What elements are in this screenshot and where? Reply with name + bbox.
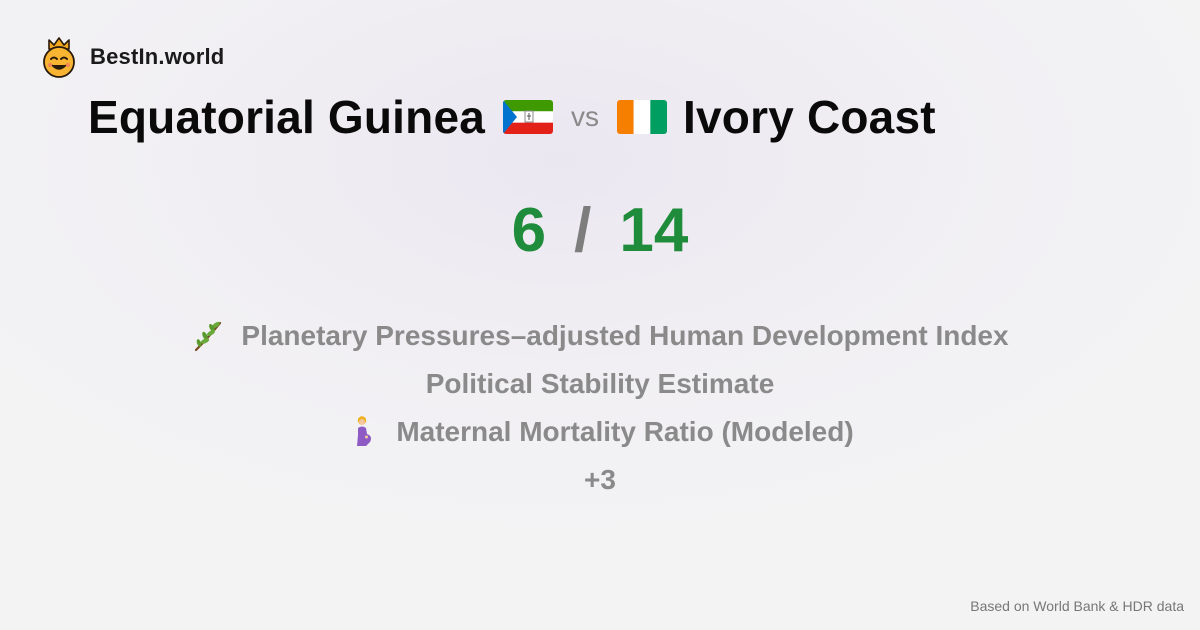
equatorial-guinea-flag-icon: [503, 100, 554, 134]
score: 6 / 14: [0, 195, 1200, 266]
data-source-note: Based on World Bank & HDR data: [970, 598, 1184, 614]
right-country-name: Ivory Coast: [683, 91, 936, 143]
category-label: Maternal Mortality Ratio (Modeled): [396, 416, 854, 447]
category-label: +3: [584, 464, 616, 495]
brand[interactable]: BestIn.world: [40, 36, 224, 78]
smiling-crown-face-icon: [43, 37, 75, 78]
category-item[interactable]: Planetary Pressures–adjusted Human Devel…: [0, 312, 1200, 360]
category-item[interactable]: Political Stability Estimate: [0, 360, 1200, 408]
category-list: Planetary Pressures–adjusted Human Devel…: [0, 312, 1200, 504]
brand-name: BestIn.world: [90, 44, 225, 69]
category-label: Planetary Pressures–adjusted Human Devel…: [241, 320, 1009, 351]
score-left: 6: [511, 196, 547, 265]
left-country-name: Equatorial Guinea: [88, 91, 486, 143]
more-categories-count[interactable]: +3: [0, 456, 1200, 504]
category-item[interactable]: Maternal Mortality Ratio (Modeled): [0, 408, 1200, 456]
score-right: 14: [619, 196, 689, 265]
comparison-title: Equatorial Guinea vs Ivory Coast: [88, 88, 936, 146]
ivory-coast-flag-icon: [617, 100, 668, 134]
herb-sprig-icon: [195, 321, 222, 352]
category-label: Political Stability Estimate: [425, 368, 775, 399]
score-separator: /: [574, 196, 592, 265]
vs-label: vs: [571, 101, 600, 132]
pregnant-woman-icon: [357, 416, 372, 446]
